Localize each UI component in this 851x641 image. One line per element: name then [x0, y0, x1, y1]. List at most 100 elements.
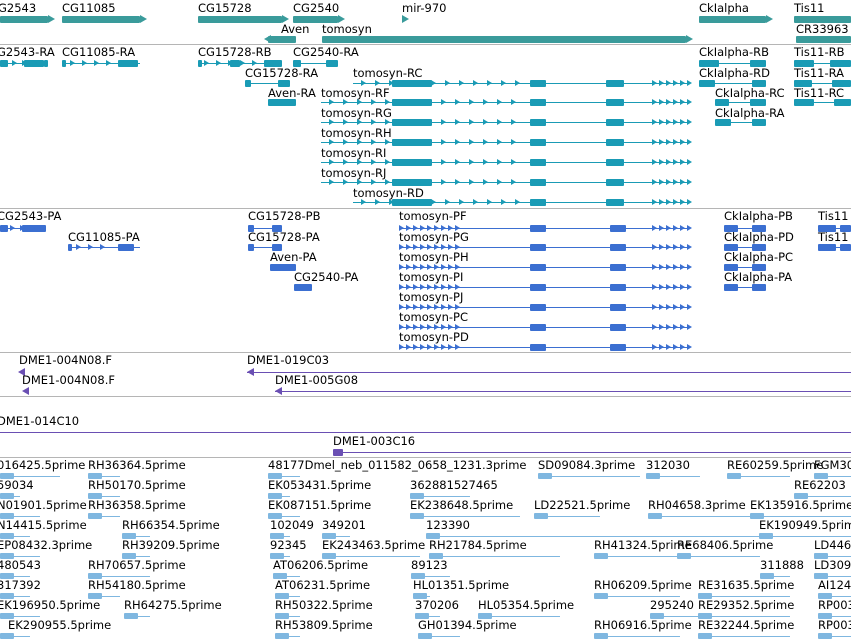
- est-block[interactable]: [275, 633, 289, 639]
- exon-block[interactable]: [530, 284, 546, 291]
- feature-label[interactable]: EK135916.5prime: [750, 498, 851, 512]
- feature-label[interactable]: tomosyn-PD: [399, 330, 469, 344]
- exon-block[interactable]: [752, 264, 766, 271]
- exon-block[interactable]: [530, 179, 546, 186]
- exon-block[interactable]: [610, 344, 626, 351]
- exon-block[interactable]: [278, 80, 290, 87]
- est-block[interactable]: [594, 593, 608, 599]
- exon-block[interactable]: [752, 284, 766, 291]
- exon-block[interactable]: [840, 225, 851, 232]
- est-block[interactable]: [818, 593, 832, 599]
- feature-label[interactable]: LD309: [814, 558, 851, 572]
- exon-block[interactable]: [606, 179, 624, 186]
- exon-block[interactable]: [715, 99, 729, 106]
- exon-block[interactable]: [606, 99, 624, 106]
- est-block[interactable]: [0, 493, 14, 499]
- feature-label[interactable]: RH41324.5prime: [594, 538, 692, 552]
- est-block[interactable]: [88, 573, 102, 579]
- feature-label[interactable]: 48177Dmel_neb_011582_0658_1231.3prime: [268, 458, 527, 472]
- est-block[interactable]: [750, 513, 764, 519]
- feature-label[interactable]: RH21784.5prime: [429, 538, 527, 552]
- exon-block[interactable]: [834, 99, 851, 106]
- gene-bar[interactable]: [794, 16, 851, 23]
- feature-label[interactable]: CG11085: [62, 1, 116, 15]
- exon-block[interactable]: [264, 60, 282, 67]
- exon-block[interactable]: [392, 119, 432, 126]
- exon-block[interactable]: [230, 60, 240, 67]
- feature-label[interactable]: N01901.5prime: [0, 498, 87, 512]
- gene-bar[interactable]: [699, 16, 766, 23]
- feature-label[interactable]: RH66354.5prime: [122, 518, 220, 532]
- feature-label[interactable]: RH54180.5prime: [88, 578, 186, 592]
- feature-label[interactable]: CG2540: [293, 1, 340, 15]
- est-block[interactable]: [760, 573, 774, 579]
- est-block[interactable]: [814, 473, 828, 479]
- est-block[interactable]: [534, 513, 548, 519]
- exon-block[interactable]: [606, 119, 624, 126]
- est-block[interactable]: [698, 633, 712, 639]
- feature-label[interactable]: CG2540-PA: [294, 270, 359, 284]
- exon-block[interactable]: [530, 324, 546, 331]
- feature-label[interactable]: CkIalpha-RB: [699, 45, 769, 59]
- est-block[interactable]: [275, 613, 289, 619]
- exon-block[interactable]: [530, 304, 546, 311]
- feature-label[interactable]: RH50170.5prime: [88, 478, 186, 492]
- est-block[interactable]: [410, 513, 424, 519]
- feature-label[interactable]: 312030: [646, 458, 690, 472]
- feature-label[interactable]: 123390: [426, 518, 470, 532]
- feature-label[interactable]: EK190949.5prime: [759, 518, 851, 532]
- exon-block[interactable]: [610, 324, 626, 331]
- feature-label[interactable]: RH36364.5prime: [88, 458, 186, 472]
- feature-label[interactable]: AI124: [818, 578, 851, 592]
- exon-block[interactable]: [794, 60, 814, 67]
- feature-label[interactable]: SD09084.3prime: [538, 458, 636, 472]
- feature-label[interactable]: Aven-PA: [270, 250, 317, 264]
- feature-label[interactable]: tomosyn-RJ: [321, 166, 387, 180]
- exon-block[interactable]: [610, 264, 626, 271]
- feature-label[interactable]: EP08432.3prime: [0, 538, 93, 552]
- feature-label[interactable]: Tis11: [818, 230, 849, 244]
- est-block[interactable]: [0, 593, 14, 599]
- exon-block[interactable]: [268, 99, 296, 106]
- exon-block[interactable]: [294, 284, 312, 291]
- feature-label[interactable]: RH53809.5prime: [275, 618, 373, 632]
- feature-label[interactable]: EK053431.5prime: [268, 478, 372, 492]
- feature-label[interactable]: mir-970: [402, 1, 447, 15]
- est-block[interactable]: [594, 553, 608, 559]
- exon-block[interactable]: [530, 199, 546, 206]
- exon-block[interactable]: [392, 199, 432, 206]
- exon-block[interactable]: [44, 60, 48, 67]
- est-block[interactable]: [418, 633, 432, 639]
- feature-label[interactable]: HL01351.5prime: [413, 578, 510, 592]
- est-block[interactable]: [411, 573, 425, 579]
- feature-label[interactable]: DME1-005G08: [275, 373, 359, 387]
- exon-block[interactable]: [724, 225, 738, 232]
- est-block[interactable]: [88, 473, 102, 479]
- feature-label[interactable]: Tis11-RC: [794, 86, 845, 100]
- feature-label[interactable]: tomosyn-PI: [399, 270, 464, 284]
- exon-block[interactable]: [40, 225, 46, 232]
- gene-bar[interactable]: [62, 16, 140, 23]
- exon-block[interactable]: [530, 244, 546, 251]
- feature-label[interactable]: CkIalpha: [699, 1, 749, 15]
- feature-label[interactable]: LD446: [814, 538, 851, 552]
- feature-label[interactable]: RH50322.5prime: [275, 598, 373, 612]
- est-block[interactable]: [270, 553, 284, 559]
- gene-bar[interactable]: [268, 36, 296, 43]
- feature-label[interactable]: tomosyn-RH: [321, 126, 392, 140]
- feature-label[interactable]: RP003: [818, 618, 851, 632]
- feature-label[interactable]: CG2543-PA: [0, 209, 62, 223]
- feature-label[interactable]: G2543-RA: [0, 45, 55, 59]
- feature-label[interactable]: tomosyn-RD: [353, 186, 424, 200]
- exon-block[interactable]: [794, 99, 814, 106]
- feature-label[interactable]: RE32244.5prime: [698, 618, 795, 632]
- feature-label[interactable]: RH64275.5prime: [124, 598, 222, 612]
- exon-block[interactable]: [0, 225, 8, 232]
- exon-block[interactable]: [818, 225, 836, 232]
- est-block[interactable]: [426, 533, 440, 539]
- exon-block[interactable]: [715, 119, 731, 126]
- exon-block[interactable]: [606, 159, 624, 166]
- exon-block[interactable]: [610, 304, 626, 311]
- exon-block[interactable]: [752, 80, 766, 87]
